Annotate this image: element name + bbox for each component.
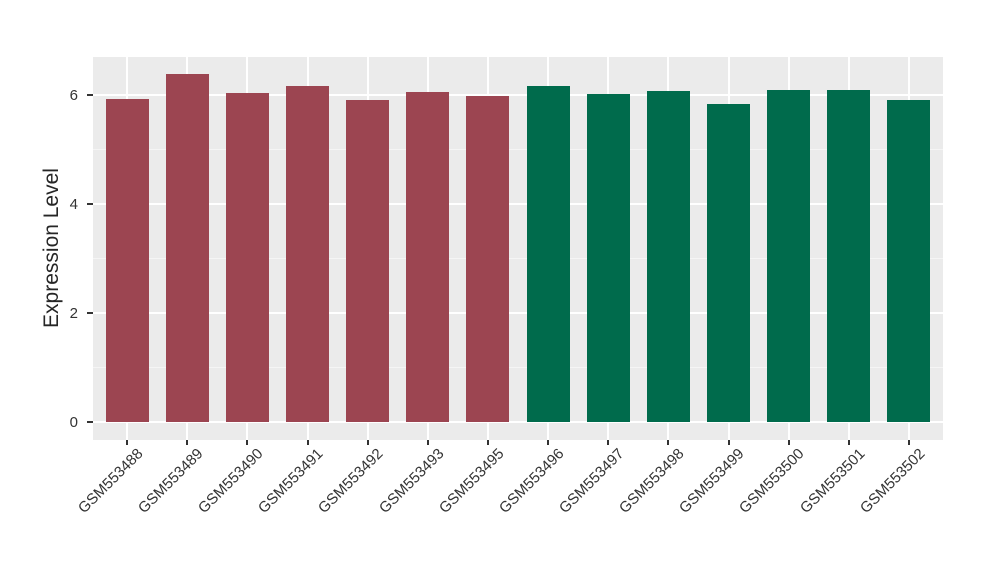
y-tick-mark-4 (87, 203, 93, 205)
x-tick-mark-GSM553500 (787, 440, 790, 445)
x-tick-mark-GSM553502 (907, 440, 910, 445)
minor-gridline-y1 (93, 367, 943, 368)
bar-GSM553500 (767, 89, 811, 422)
bar-GSM553493 (406, 92, 450, 422)
bar-GSM553498 (646, 91, 690, 422)
x-tick-mark-GSM553490 (246, 440, 249, 445)
bar-GSM553501 (827, 89, 871, 422)
bar-GSM553488 (105, 98, 149, 422)
x-tick-mark-GSM553488 (126, 440, 129, 445)
y-tick-mark-2 (87, 312, 93, 314)
bar-GSM553495 (466, 96, 510, 422)
minor-gridline-y3 (93, 258, 943, 259)
y-tick-label-4: 4 (69, 196, 78, 213)
major-gridline-y0 (93, 421, 943, 423)
bar-GSM553502 (887, 99, 931, 422)
y-tick-label-0: 0 (69, 414, 78, 431)
x-tick-mark-GSM553497 (607, 440, 610, 445)
x-tick-mark-GSM553495 (486, 440, 489, 445)
bar-GSM553489 (165, 74, 209, 422)
x-tick-mark-GSM553498 (667, 440, 670, 445)
bar-GSM553497 (586, 93, 630, 422)
x-tick-mark-GSM553491 (306, 440, 309, 445)
x-tick-mark-GSM553489 (186, 440, 189, 445)
bar-GSM553492 (346, 100, 390, 422)
major-gridline-y4 (93, 203, 943, 205)
x-tick-mark-GSM553499 (727, 440, 730, 445)
x-tick-mark-GSM553492 (366, 440, 369, 445)
x-tick-mark-GSM553496 (547, 440, 550, 445)
minor-gridline-y5 (93, 149, 943, 150)
bar-GSM553490 (225, 92, 269, 422)
x-tick-mark-GSM553493 (426, 440, 429, 445)
y-tick-label-6: 6 (69, 87, 78, 104)
x-tick-mark-GSM553501 (847, 440, 850, 445)
y-tick-mark-6 (87, 94, 93, 96)
major-gridline-y2 (93, 312, 943, 314)
y-tick-mark-0 (87, 421, 93, 423)
bar-GSM553496 (526, 86, 570, 422)
major-gridline-y6 (93, 94, 943, 96)
bar-GSM553491 (286, 86, 329, 422)
y-tick-label-2: 2 (69, 305, 78, 322)
y-axis-title-text: Expression Level (40, 168, 63, 328)
plot-panel (93, 57, 943, 440)
bar-GSM553499 (707, 103, 750, 422)
